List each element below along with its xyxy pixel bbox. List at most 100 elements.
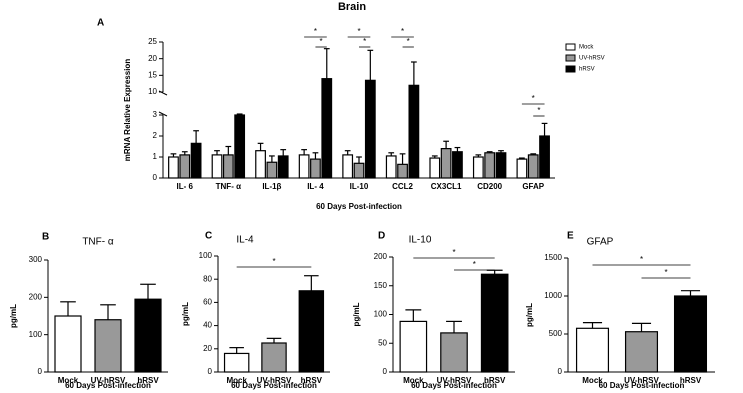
y-tick-label: 200 (29, 292, 43, 301)
legend-swatch (565, 43, 576, 51)
bar (342, 154, 354, 179)
y-axis-label: pg/mL (525, 303, 534, 327)
bar (298, 154, 310, 179)
legend-label: hRSV (579, 67, 595, 73)
y-tick-label: 100 (374, 310, 388, 319)
bar (222, 154, 234, 179)
panel-letter: B (42, 232, 49, 243)
y-axis-label: pg/mL (352, 302, 361, 326)
y-tick-label: 0 (208, 367, 213, 376)
y-tick-label: 0 (153, 173, 158, 182)
x-tick-label: CCL2 (392, 182, 413, 191)
bar (179, 154, 191, 179)
y-tick-label: 1000 (544, 291, 562, 300)
x-axis-label: 60 Days Post-infection (65, 381, 151, 390)
y-tick-label: 2 (153, 131, 158, 140)
chart-title: GFAP (587, 237, 614, 248)
x-tick-label: hRSV (680, 376, 702, 385)
y-tick-label: 60 (203, 298, 212, 307)
panel-letter: D (378, 231, 385, 242)
panel-letter: E (567, 231, 574, 242)
bar (408, 84, 420, 179)
bar (223, 352, 250, 373)
x-tick-label: TNF- α (216, 182, 241, 191)
y-tick-label: 40 (203, 321, 212, 330)
bar (353, 162, 365, 179)
y-tick-label: 1500 (544, 253, 562, 262)
significance-label: * (407, 37, 410, 46)
bar (211, 154, 223, 179)
bar (261, 342, 287, 373)
significance-label: * (363, 37, 366, 46)
bar (495, 152, 507, 179)
y-axis-label: pg/mL (9, 304, 18, 328)
x-tick-label: UV-hRSV (91, 376, 126, 385)
bar (54, 315, 82, 373)
panel-letter: A (97, 18, 104, 29)
bar (673, 295, 708, 373)
x-tick-label: IL- 6 (177, 182, 194, 191)
y-tick-label: 0 (383, 367, 388, 376)
bar (234, 114, 246, 179)
chart-title: IL-10 (409, 235, 432, 246)
bar (516, 158, 528, 179)
bar (266, 161, 278, 179)
bar (399, 320, 428, 373)
legend-swatch (565, 65, 576, 73)
bar (298, 290, 325, 373)
x-tick-label: UV-hRSV (437, 376, 472, 385)
y-tick-label: 25 (148, 37, 157, 46)
bar (472, 156, 484, 179)
chart-title: IL-4 (236, 235, 254, 246)
x-tick-label: Mock (582, 376, 603, 385)
y-tick-label: 0 (558, 367, 563, 376)
significance-label: * (640, 255, 643, 264)
x-axis-label: 60 Days Post-infection (411, 381, 497, 390)
x-tick-label: UV-hRSV (257, 376, 292, 385)
x-tick-label: Mock (58, 376, 79, 385)
bar (168, 156, 179, 179)
y-tick-label: 0 (38, 367, 43, 376)
x-axis-label: 60 Days Post-infection (316, 202, 402, 211)
x-tick-label: CD200 (477, 182, 502, 191)
bar (94, 319, 122, 373)
panel-letter: C (205, 231, 212, 242)
significance-label: * (473, 260, 476, 269)
y-tick-label: 15 (148, 70, 157, 79)
significance-label: * (401, 27, 404, 36)
x-tick-label: UV-hRSV (624, 376, 659, 385)
bar (385, 155, 397, 179)
y-tick-label: 20 (148, 54, 157, 63)
x-tick-label: hRSV (484, 376, 506, 385)
legend-label: Mock (579, 45, 594, 51)
x-tick-label: Mock (226, 376, 247, 385)
chart-title: TNF- α (82, 237, 114, 248)
y-tick-label: 200 (374, 252, 388, 261)
y-tick-label: 100 (199, 251, 213, 260)
bar (321, 78, 333, 179)
x-tick-label: CX3CL1 (431, 182, 462, 191)
x-tick-label: GFAP (522, 182, 544, 191)
bar (539, 135, 550, 179)
bar (440, 148, 452, 179)
x-tick-label: IL-1β (262, 182, 281, 191)
bar (527, 154, 539, 179)
y-tick-label: 300 (29, 255, 43, 264)
significance-label: * (452, 248, 455, 257)
bar (134, 298, 162, 373)
y-axis-label: mRNA Relative Expression (123, 59, 132, 162)
bar (624, 331, 659, 373)
x-axis-label: 60 Days Post-infection (231, 381, 317, 390)
significance-label: * (664, 268, 667, 277)
x-tick-label: hRSV (137, 376, 159, 385)
y-tick-label: 100 (29, 330, 43, 339)
bar (190, 142, 202, 179)
axis-break (158, 111, 168, 117)
y-tick-label: 10 (148, 87, 157, 96)
y-tick-label: 3 (153, 110, 158, 119)
bar (484, 152, 496, 179)
significance-label: * (532, 94, 535, 103)
significance-label: * (537, 106, 540, 115)
x-tick-label: IL-10 (350, 182, 369, 191)
